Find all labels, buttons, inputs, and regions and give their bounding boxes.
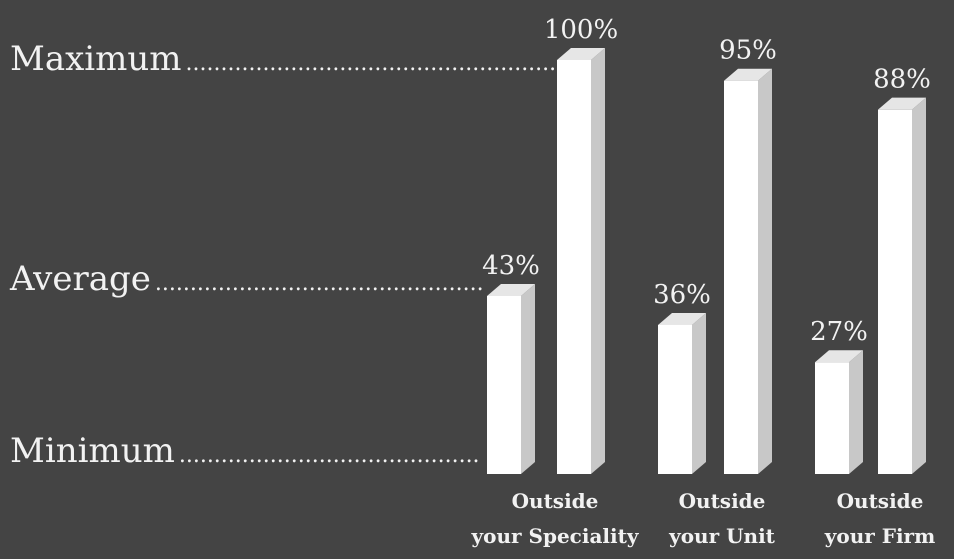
value-label: 95%: [719, 36, 777, 66]
bar-side: [591, 48, 605, 474]
level-leader-average: ........................................…: [155, 271, 484, 296]
level-leader-minimum: ........................................…: [179, 443, 480, 468]
value-label: 88%: [873, 65, 931, 95]
bar-side: [692, 313, 706, 474]
level-label-maximum: Maximum: [10, 39, 182, 79]
category-label-line2: your Speciality: [471, 524, 640, 548]
category-label-line1: Outside: [679, 489, 766, 513]
category-label-line1: Outside: [837, 489, 924, 513]
category-label-line1: Outside: [512, 489, 599, 513]
value-label: 43%: [482, 251, 540, 281]
bar-side: [849, 350, 863, 474]
bars: [487, 48, 926, 474]
bar-upper-2: [724, 69, 772, 474]
bar-lower-1: [487, 284, 535, 474]
bar-lower-3: [815, 350, 863, 474]
value-label: 27%: [810, 317, 868, 347]
level-label-minimum: Minimum: [10, 431, 175, 471]
bar-front: [724, 81, 758, 474]
bar-front: [487, 296, 521, 474]
bar-side: [912, 98, 926, 474]
bar-front: [658, 325, 692, 474]
value-label: 100%: [544, 15, 618, 45]
bar-front: [557, 60, 591, 474]
bar-front: [878, 110, 912, 474]
bar-upper-1: [557, 48, 605, 474]
category-label-line2: your Unit: [668, 524, 776, 548]
bar-side: [758, 69, 772, 474]
bar-side: [521, 284, 535, 474]
category-label-line2: your Firm: [824, 524, 936, 548]
level-label-average: Average: [9, 259, 151, 299]
value-label: 36%: [653, 280, 711, 310]
bar-lower-2: [658, 313, 706, 474]
category-labels: Outside your Speciality Outside your Unit Ou…: [471, 489, 936, 548]
bar-upper-3: [878, 98, 926, 474]
bar-front: [815, 362, 849, 474]
reference-levels: Maximum.................................…: [9, 39, 556, 471]
level-leader-maximum: ........................................…: [186, 51, 557, 76]
